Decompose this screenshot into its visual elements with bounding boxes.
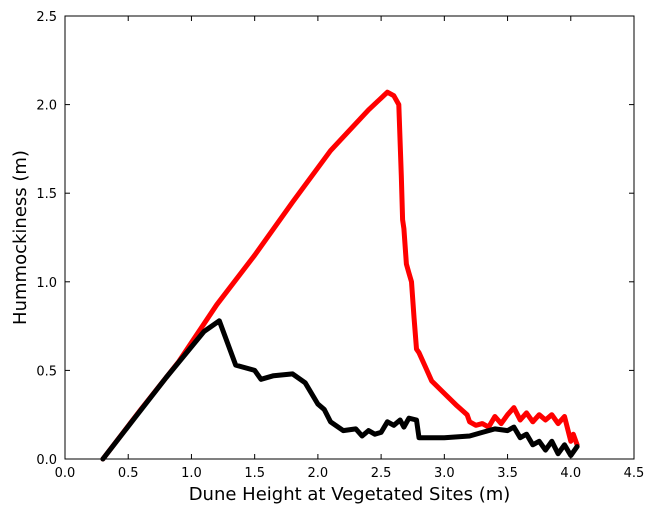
series-line-1 (100, 318, 580, 462)
x-tick-label: 3.5 (497, 466, 518, 481)
ticks-layer: 0.0 0.5 1.0 1.5 2.0 2.5 3.0 3.5 4.0 4.5 0.0 0.5 1.0 1… (36, 10, 644, 481)
x-axis-label: Dune Height at Vegetated Sites (m) (189, 484, 511, 505)
y-tick-label: 1.5 (36, 187, 57, 202)
series-layer (100, 89, 580, 462)
y-tick-label: 0.5 (36, 364, 57, 379)
x-tick-label: 0.5 (118, 466, 139, 481)
x-tick-label: 2.5 (371, 466, 392, 481)
x-tick-label: 0.0 (55, 466, 76, 481)
x-tick-label: 4.0 (560, 466, 581, 481)
x-tick-label: 4.5 (624, 466, 645, 481)
y-axis-label: Hummockiness (m) (10, 150, 31, 325)
y-tick-label: 0.0 (36, 453, 57, 468)
y-tick-label: 2.5 (36, 10, 57, 25)
x-tick-label: 3.0 (434, 466, 455, 481)
x-tick-label: 1.0 (181, 466, 202, 481)
x-tick-label: 2.0 (308, 466, 329, 481)
y-tick-label: 2.0 (36, 99, 57, 114)
plot-frame (64, 15, 635, 460)
series-line-0 (100, 89, 580, 462)
x-tick-label: 1.5 (244, 466, 265, 481)
y-tick-label: 1.0 (36, 276, 57, 291)
